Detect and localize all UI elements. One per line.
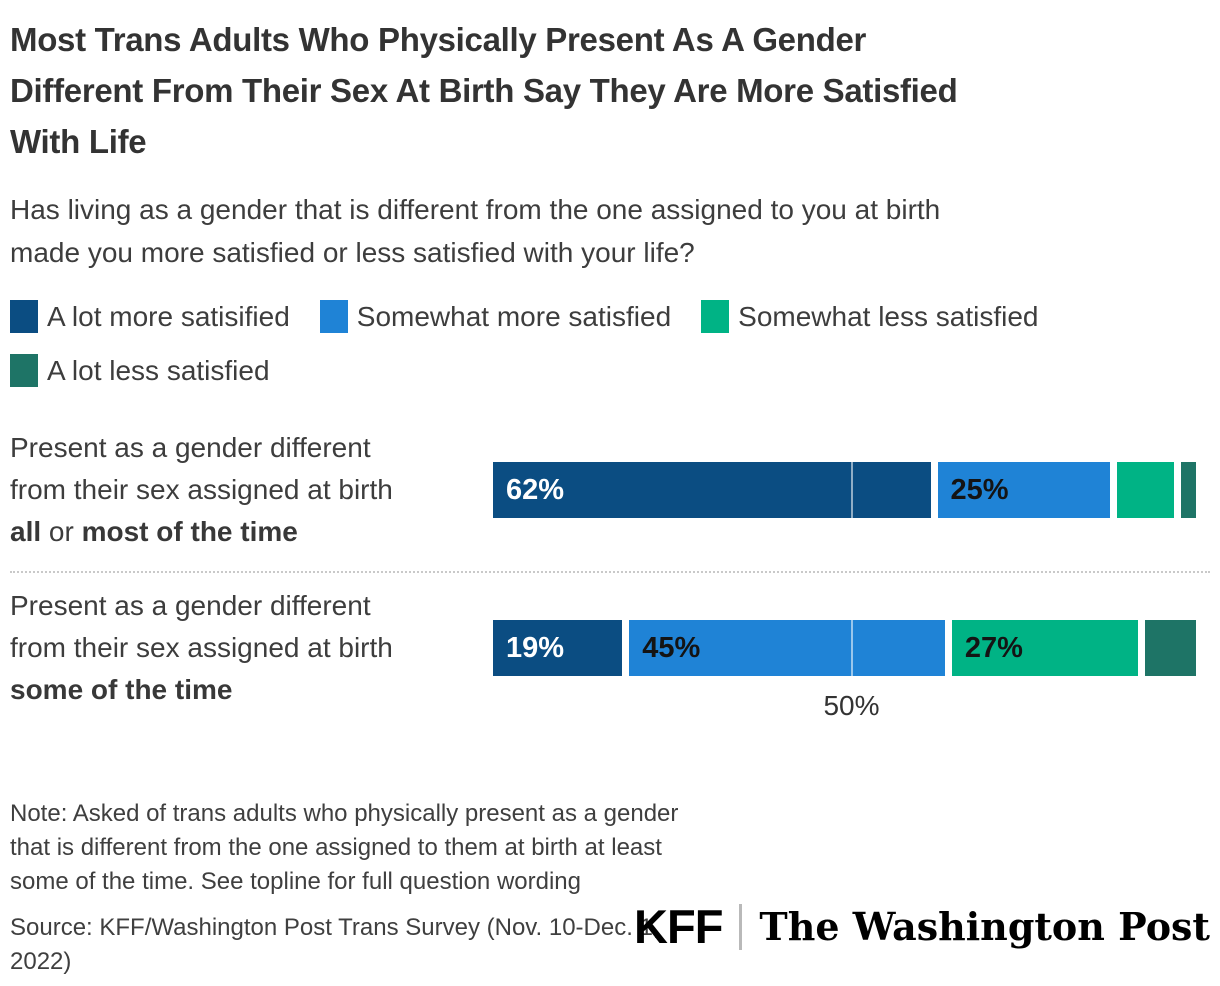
legend-label: Somewhat more satisfied [356,300,672,332]
subtitle-line-1: Has living as a gender that is different… [10,194,941,225]
bar-value-label: 62% [506,473,565,506]
legend-item-a-lot-more: A lot more satisified [10,300,290,333]
note-line-2: that is different from the one assigned … [10,834,662,861]
legend-label: Somewhat less satisfied [738,300,1039,332]
bar-segment-a-lot-less [1181,462,1203,518]
title-line-3: With Life [10,123,147,160]
bar-some: 19% 45% 27% 50% [493,620,1210,721]
title-line-1: Most Trans Adults Who Physically Present… [10,21,867,58]
legend-label: A lot more satisified [47,300,290,332]
bar-value-label: 19% [506,631,565,664]
bar-segment-a-lot-more: 62% [493,462,938,518]
kff-logo: KFF [634,900,723,953]
stacked-bar-chart: Present as a gender different from their… [10,425,1210,723]
chart-row-some: Present as a gender different from their… [10,583,1210,723]
source-text: Source: KFF/Washington Post Trans Survey… [10,911,1210,979]
bar-value-label: 45% [642,631,701,664]
row-label-line-1: Present as a gender different [10,590,371,621]
bar-segment-a-lot-less [1145,620,1203,676]
bar-segment-a-lot-more: 19% [493,620,630,676]
bar-segment-somewhat-less [1116,462,1182,518]
note-line-3: some of the time. See topline for full q… [10,868,581,895]
row-label-line-3: some of the time [10,674,233,705]
row-label-line-2: from their sex assigned at birth [10,474,393,505]
legend-swatch-a-lot-more [10,300,38,333]
source-line-2: 2022) [10,948,72,975]
bar-all-or-most: 62% 25% [493,462,1210,518]
logo-divider [739,903,743,950]
bar-value-label: 25% [950,473,1009,506]
title-line-2: Different From Their Sex At Birth Say Th… [10,72,958,109]
bar-value-label: 27% [964,631,1023,664]
row-label-all-or-most: Present as a gender different from their… [10,427,493,553]
note-text: Note: Asked of trans adults who physical… [10,797,1210,899]
source-line-1: Source: KFF/Washington Post Trans Survey… [10,914,660,941]
legend-item-somewhat-more: Somewhat more satisfied [319,300,672,333]
legend-swatch-a-lot-less [10,354,38,387]
legend-label: A lot less satisfied [47,354,270,386]
washington-post-logo: The Washington Post [759,904,1210,949]
page-title: Most Trans Adults Who Physically Present… [10,14,1210,167]
row-label-line-2: from their sex assigned at birth [10,632,393,663]
note-line-1: Note: Asked of trans adults who physical… [10,800,679,827]
chart-row-all-or-most: Present as a gender different from their… [10,425,1210,565]
legend-item-somewhat-less: Somewhat less satisfied [701,300,1039,333]
chart-subtitle: Has living as a gender that is different… [10,188,1210,274]
row-separator [10,571,1210,573]
publisher-logos: KFF The Washington Post [634,899,1210,954]
bar-segment-somewhat-less: 27% [951,620,1146,676]
row-label-some: Present as a gender different from their… [10,585,493,711]
legend-swatch-somewhat-more [319,300,348,333]
row-label-line-3: all or most of the time [10,516,298,547]
legend-item-a-lot-less: A lot less satisfied [10,354,270,387]
bar-segment-somewhat-more: 45% [629,620,952,676]
subtitle-line-2: made you more satisfied or less satisfie… [10,237,695,268]
bar-segment-somewhat-more: 25% [937,462,1117,518]
x-axis-label-50: 50% [823,690,880,721]
legend: A lot more satisified Somewhat more sati… [10,300,1210,387]
row-label-line-1: Present as a gender different [10,432,371,463]
legend-swatch-somewhat-less [701,300,730,333]
